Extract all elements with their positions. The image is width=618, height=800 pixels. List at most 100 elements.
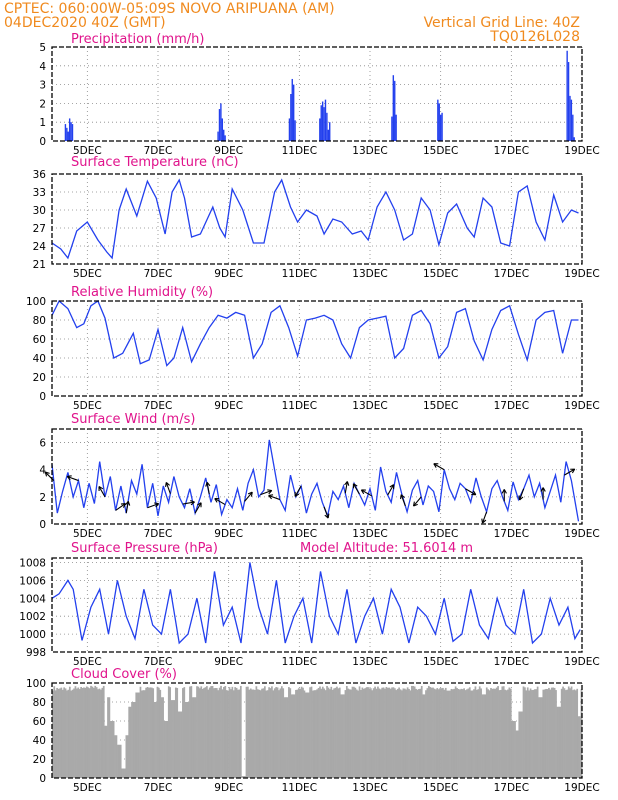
- precip-xtick: 19DEC: [564, 145, 599, 157]
- cloud-bar: [552, 687, 555, 778]
- cloud-bar: [536, 686, 539, 778]
- cloud-bar: [538, 697, 540, 778]
- cloud-bar: [463, 688, 465, 778]
- cloud-bar: [111, 721, 114, 778]
- cloud-bar: [307, 692, 310, 778]
- rh-title: Relative Humidity (%): [71, 285, 213, 300]
- cloud-bar: [567, 686, 570, 778]
- precip-xtick: 17DEC: [494, 145, 529, 157]
- cloud-bar: [476, 689, 478, 778]
- cloud-bar: [508, 687, 511, 778]
- precip-bar: [392, 75, 395, 141]
- cloud-bar: [128, 706, 131, 778]
- cloud-bar: [326, 685, 328, 778]
- cloud-bar: [398, 687, 400, 778]
- precip-ytick: 2: [39, 98, 46, 110]
- wind-arrow: [244, 491, 253, 502]
- cloud-bar: [490, 687, 492, 778]
- cloud-bar: [512, 721, 515, 778]
- cloud-bar: [104, 725, 107, 778]
- cloud-bar: [533, 689, 536, 778]
- rh-ytick: 80: [33, 315, 46, 327]
- precip-bar: [294, 120, 296, 141]
- cloud-bar: [504, 689, 506, 778]
- cloud-bar: [439, 688, 441, 778]
- cloud-ytick: 60: [33, 716, 46, 728]
- cloud-bar: [555, 690, 557, 778]
- cloud-bar: [365, 687, 368, 778]
- cloud-bar: [338, 687, 341, 778]
- rh-xtick: 17DEC: [494, 400, 529, 412]
- temp-xtick: 15DEC: [423, 268, 458, 280]
- cloud-bar: [238, 689, 241, 778]
- cloud-bar: [432, 687, 434, 778]
- cloud-bar: [480, 688, 482, 778]
- cloud-bar: [275, 687, 278, 778]
- cloud-bar: [215, 688, 218, 778]
- cloud-bar: [485, 687, 488, 778]
- cloud-bar: [234, 687, 237, 778]
- cloud-bar: [63, 687, 66, 778]
- cloud-bar: [220, 685, 222, 778]
- cloud-bar: [569, 688, 571, 778]
- precip-bar: [572, 114, 574, 141]
- cloud-bar: [453, 688, 456, 778]
- cloud-bar: [505, 690, 508, 778]
- cloud-bar: [334, 687, 337, 778]
- cloud-bar: [435, 689, 437, 778]
- cloud-bar: [235, 687, 238, 778]
- cloud-bar: [422, 694, 425, 778]
- cloud-bar: [562, 686, 564, 778]
- cloud-bar: [159, 689, 162, 778]
- wind-arrow: [400, 494, 406, 507]
- precip-bar: [391, 116, 393, 141]
- cloud-bar: [405, 689, 408, 778]
- cloud-bar: [102, 685, 105, 778]
- cloud-bar: [286, 697, 289, 778]
- temp-title: Surface Temperature (nC): [71, 155, 239, 170]
- cloud-bar: [156, 686, 159, 778]
- cloud-bar: [266, 690, 269, 778]
- cloud-bar: [70, 690, 73, 778]
- cloud-ytick: 20: [33, 754, 46, 766]
- cloud-bar: [576, 688, 579, 778]
- precip-xtick: 13DEC: [352, 145, 387, 157]
- cloud-bar: [288, 687, 290, 778]
- cloud-bar: [321, 686, 324, 778]
- rh-xtick: 19DEC: [564, 400, 599, 412]
- cloud-bar: [264, 686, 266, 778]
- cloud-bar: [348, 689, 351, 778]
- precip-bar: [567, 62, 570, 141]
- cloud-bar: [276, 687, 279, 778]
- cloud-bar: [515, 730, 518, 778]
- cloud-bar: [245, 686, 248, 778]
- cloud-bar: [278, 690, 280, 778]
- cloud-bar: [279, 688, 282, 778]
- wind-arrow: [501, 489, 507, 502]
- cloud-bar: [158, 687, 160, 778]
- precip-ytick: 0: [39, 136, 46, 148]
- precip-bar: [324, 99, 327, 141]
- cloud-bar: [371, 690, 374, 778]
- cloud-bar: [217, 690, 220, 778]
- cloud-bar: [495, 687, 498, 778]
- cloud-bar: [572, 690, 574, 778]
- rh-xtick: 15DEC: [423, 400, 458, 412]
- rh-xtick: 7DEC: [144, 400, 173, 412]
- cloud-bar: [117, 744, 119, 778]
- cloud-bar: [570, 686, 573, 778]
- cloud-bar: [54, 690, 57, 778]
- wind-arrow: [481, 511, 488, 524]
- cloud-bar: [53, 686, 56, 778]
- cloud-xtick: 9DEC: [214, 782, 243, 794]
- cloud-bar: [173, 700, 176, 778]
- cloud-bar: [426, 688, 429, 778]
- precip-bar: [70, 122, 72, 141]
- cloud-bar: [165, 721, 167, 778]
- cloud-bar: [142, 690, 145, 778]
- cloud-bar: [347, 688, 350, 778]
- cloud-bar: [524, 687, 526, 778]
- cloud-bar: [550, 687, 553, 778]
- cloud-bar: [59, 688, 61, 778]
- cloud-bar: [163, 721, 166, 778]
